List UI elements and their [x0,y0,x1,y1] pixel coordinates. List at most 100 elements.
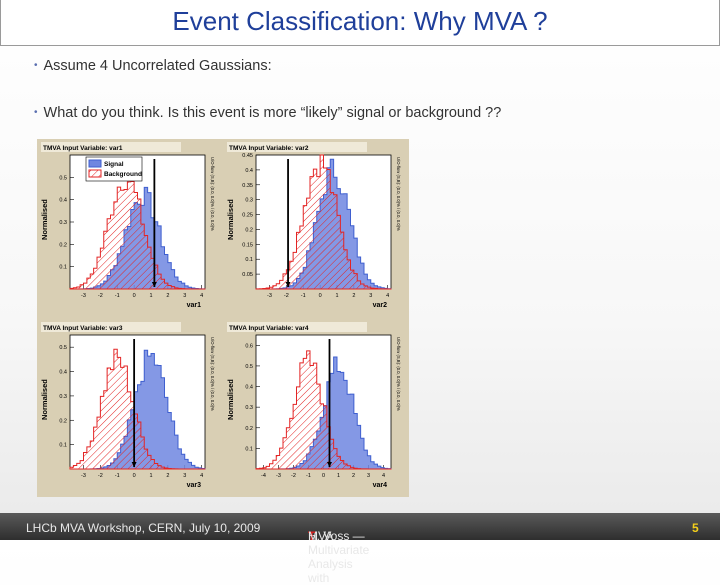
y-tick-label: 0.5 [59,345,67,351]
histogram-panel-3: TMVA Input Variable: var3 Normalised 0.1 0.… [40,322,215,489]
y-tick-label: 0.4 [59,198,67,204]
x-axis-label: var4 [373,482,388,489]
y-tick-label: 0.2 [245,426,253,432]
bullet-dot-icon: • [34,107,38,118]
x-tick-label: 0 [322,473,325,479]
tmva-rest-letters: MVA [308,529,334,543]
y-tick-label: 0.2 [59,242,67,248]
y-tick-label: 0.15 [242,242,253,248]
x-tick-label: 4 [200,293,203,299]
panel-title: TMVA Input Variable: var2 [229,145,309,152]
panel-title-bg [227,142,367,152]
page-number: 5 [692,521,699,535]
x-tick-label: -3 [81,293,86,299]
panel-title: TMVA Input Variable: var1 [43,145,123,152]
panel-title-bg [41,142,181,152]
overflow-text: U/O-flow (S,B): (0.0, 0.0)% / (0.0, 0.0)… [210,157,215,231]
x-tick-label: 2 [352,473,355,479]
y-tick-label: 0.3 [59,220,67,226]
y-tick-label: 0.1 [245,257,253,263]
y-tick-label: 0.6 [245,343,253,349]
x-tick-label: -1 [301,293,306,299]
y-tick-label: 0.4 [245,168,253,174]
histogram-panel-1: TMVA Input Variable: var1 Normalised 0.1 0.… [40,142,215,309]
x-tick-label: 2 [352,293,355,299]
background-histogram [255,350,391,470]
x-tick-label: -2 [284,293,289,299]
x-tick-label: 1 [335,293,338,299]
y-tick-label: 0.25 [242,213,253,219]
x-tick-label: 0 [133,293,136,299]
histogram-grid: TMVA Input Variable: var1 Normalised 0.1 0.… [40,142,401,489]
x-tick-label: -2 [98,473,103,479]
x-tick-label: -1 [115,293,120,299]
x-tick-label: 4 [382,473,385,479]
y-tick-label: 0.3 [245,405,253,411]
y-tick-label: 0.45 [242,153,253,159]
y-tick-label: 0.5 [245,364,253,370]
x-tick-label: 0 [133,473,136,479]
overflow-text: U/O-flow (S,B): (0.0, 0.0)% / (0.0, 0.0)… [210,337,215,411]
x-tick-label: 3 [183,473,186,479]
y-tick-label: 0.2 [59,418,67,424]
tmva-t-letter: T [308,529,316,543]
y-tick-label: 0.5 [59,175,67,181]
y-tick-label: 0.1 [245,446,253,452]
background-histogram [69,348,205,470]
background-histogram [255,154,392,290]
bullet-1-text: Assume 4 Uncorrelated Gaussians: [43,58,272,74]
y-tick-label: 0.35 [242,183,253,189]
y-tick-label: 0.1 [59,443,67,449]
y-tick-label: 0.4 [59,370,67,376]
panel-title: TMVA Input Variable: var3 [43,325,123,332]
x-tick-label: 3 [367,473,370,479]
y-tick-label: 0.1 [59,265,67,271]
y-tick-label: 0.3 [245,198,253,204]
legend-background-swatch [88,169,102,178]
bullet-1: • Assume 4 Uncorrelated Gaussians: [34,58,272,74]
title-bar [0,0,720,46]
x-tick-label: 2 [166,293,169,299]
x-tick-label: -1 [306,473,311,479]
slide-title: Event Classification: Why MVA ? [172,6,548,36]
y-axis-label: Normalised [226,379,235,420]
legend-background-label: Background [104,171,142,178]
bullet-2-text: What do you think. Is this event is more… [43,105,502,121]
event-marker-arrow [327,462,332,467]
histogram-panel-2: TMVA Input Variable: var2 Normalised 0.05 0… [226,142,401,309]
x-tick-label: 1 [337,473,340,479]
x-tick-label: 0 [319,293,322,299]
panel-title-bg [41,322,181,332]
y-axis-label: Normalised [226,199,235,240]
x-tick-label: 4 [200,473,203,479]
background-histogram [69,180,206,290]
x-tick-label: -2 [98,293,103,299]
x-tick-label: 1 [149,473,152,479]
x-tick-label: 3 [183,293,186,299]
panel-title-bg [227,322,367,332]
x-tick-label: -2 [291,473,296,479]
overflow-text: U/O-flow (S,B): (0.0, 0.0)% / (0.0, 0.0)… [396,337,401,411]
bullet-2: • What do you think. Is this event is mor… [34,105,501,121]
y-tick-label: 0.4 [245,385,253,391]
y-tick-label: 0.3 [59,394,67,400]
x-axis-label: var3 [187,482,202,489]
y-tick-label: 0.2 [245,227,253,233]
y-axis-label: Normalised [40,379,49,420]
x-tick-label: 1 [149,293,152,299]
x-axis-label: var2 [373,302,388,309]
x-tick-label: -3 [267,293,272,299]
overflow-text: U/O-flow (S,B): (0.0, 0.0)% / (0.0, 0.0)… [396,157,401,231]
y-axis-label: Normalised [40,199,49,240]
x-tick-label: -1 [115,473,120,479]
event-marker-arrow [151,282,157,287]
legend-signal-label: Signal [104,161,124,168]
x-tick-label: 3 [369,293,372,299]
event-marker-arrow [285,282,291,287]
histogram-panel-4: TMVA Input Variable: var4 Normalised 0.1 0.… [226,322,401,489]
event-marker-arrow [131,462,137,467]
x-axis-label: var1 [187,302,202,309]
legend-signal-swatch [88,159,102,168]
x-tick-label: -4 [261,473,266,479]
footer-left: LHCb MVA Workshop, CERN, July 10, 2009 [26,521,261,535]
